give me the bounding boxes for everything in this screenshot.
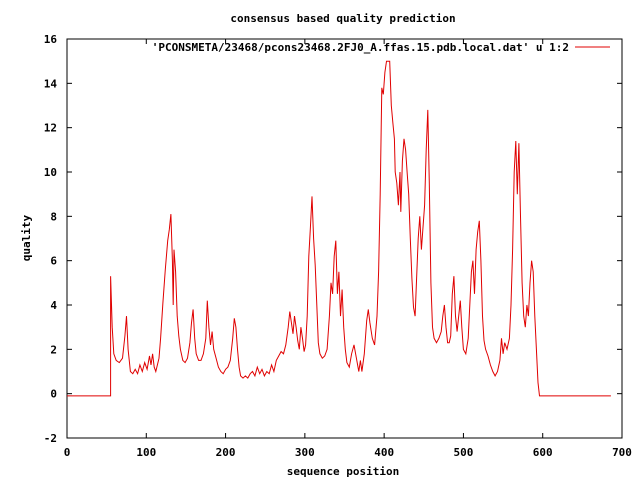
chart-title: consensus based quality prediction bbox=[230, 12, 455, 25]
x-tick-label: 500 bbox=[453, 446, 473, 459]
series-group bbox=[67, 60, 611, 397]
x-tick-label: 200 bbox=[216, 446, 236, 459]
y-tick-label: 12 bbox=[44, 122, 57, 135]
x-tick-label: 600 bbox=[533, 446, 553, 459]
x-tick-label: 400 bbox=[374, 446, 394, 459]
x-tick-label: 700 bbox=[612, 446, 632, 459]
y-tick-label: 6 bbox=[50, 255, 57, 268]
axis-ticks: 0 100 200 300 400 500 600 700 -2 0 2 4 6 8 10 12 14 16 bbox=[44, 33, 632, 459]
x-axis-label: sequence position bbox=[287, 465, 400, 478]
y-tick-label: 14 bbox=[44, 77, 58, 90]
y-tick-label: 16 bbox=[44, 33, 58, 46]
x-tick-label: 300 bbox=[295, 446, 315, 459]
series-line bbox=[67, 60, 611, 397]
y-tick-label: 2 bbox=[50, 343, 57, 356]
y-axis-label: quality bbox=[20, 214, 33, 261]
legend-label: 'PCONSMETA/23468/pcons23468.2FJ0_A.ffas.… bbox=[152, 41, 569, 54]
y-tick-label: 4 bbox=[50, 299, 57, 312]
plot-frame bbox=[66, 38, 623, 439]
y-tick-label: 10 bbox=[44, 166, 57, 179]
x-tick-label: 0 bbox=[64, 446, 71, 459]
y-tick-label: -2 bbox=[44, 432, 57, 445]
y-tick-label: 8 bbox=[50, 210, 57, 223]
x-tick-label: 100 bbox=[136, 446, 156, 459]
y-tick-label: 0 bbox=[50, 388, 57, 401]
